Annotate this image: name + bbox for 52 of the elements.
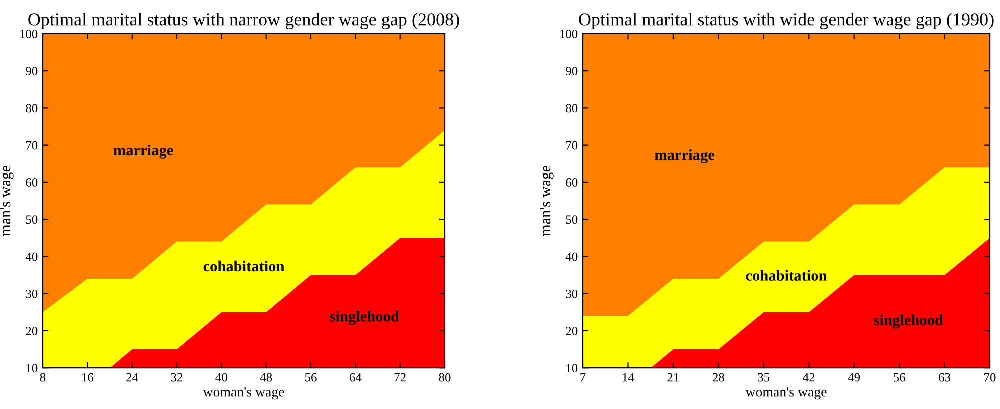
x-tick-label: 48 — [260, 373, 272, 382]
y-tick-label: 100 — [560, 30, 578, 38]
y-tick-label: 40 — [566, 252, 578, 262]
y-tick-label: 30 — [26, 290, 38, 298]
x-tick-label: 42 — [803, 373, 815, 382]
y-tick-label: 10 — [566, 364, 578, 373]
x-tick-label: 56 — [894, 373, 906, 382]
x-tick-label: 63 — [939, 373, 951, 382]
y-tick-label: 20 — [26, 326, 38, 336]
y-tick-label: 30 — [566, 290, 578, 298]
x-axis-title: woman's wage — [203, 388, 284, 400]
y-axis-title: man's wage — [540, 166, 554, 236]
y-tick-label: 10 — [26, 364, 38, 373]
series-label: cohabitation — [746, 270, 828, 281]
x-tick-label: 14 — [623, 373, 634, 382]
series-label: marriage — [655, 149, 714, 164]
x-tick-label: 32 — [171, 373, 183, 382]
x-tick-label: 35 — [758, 373, 770, 382]
x-tick-label: 40 — [216, 373, 228, 382]
x-axis-title: woman's wage — [746, 388, 827, 400]
x-tick-label: 8 — [40, 373, 46, 382]
y-tick-label: 60 — [566, 178, 578, 187]
y-tick-label: 70 — [26, 141, 38, 150]
y-tick-label: 80 — [26, 104, 38, 113]
series-label: singlehood — [330, 310, 400, 325]
y-tick-label: 40 — [26, 252, 38, 262]
y-axis-title: man's wage — [0, 166, 14, 236]
x-tick-label: 49 — [848, 373, 860, 382]
series-label: singlehood — [874, 314, 944, 329]
chart-title: Optimal marital status with wide gender wage gap (1990) — [579, 13, 994, 30]
y-tick-label: 70 — [566, 141, 578, 150]
y-tick-label: 20 — [566, 326, 578, 336]
y-tick-label: 50 — [566, 216, 578, 224]
x-tick-label: 70 — [984, 373, 996, 382]
x-tick-label: 7 — [580, 373, 586, 382]
chart-title: Optimal marital status with narrow gender wage gap (2008) — [28, 13, 460, 30]
series-label: cohabitation — [204, 260, 285, 272]
y-tick-label: 50 — [26, 216, 38, 224]
x-tick-label: 64 — [350, 373, 362, 382]
y-tick-label: 90 — [26, 67, 38, 76]
y-tick-label: 60 — [26, 178, 38, 187]
y-tick-label: 80 — [566, 104, 578, 113]
x-tick-label: 72 — [394, 373, 406, 382]
x-tick-label: 24 — [126, 373, 138, 382]
series-label: marriage — [114, 144, 174, 159]
x-tick-label: 28 — [712, 373, 724, 382]
y-tick-label: 90 — [566, 67, 578, 76]
x-tick-label: 21 — [668, 373, 679, 382]
x-tick-label: 80 — [439, 373, 451, 382]
x-tick-label: 56 — [305, 373, 317, 382]
x-tick-label: 16 — [82, 373, 94, 382]
y-tick-label: 100 — [20, 30, 38, 38]
